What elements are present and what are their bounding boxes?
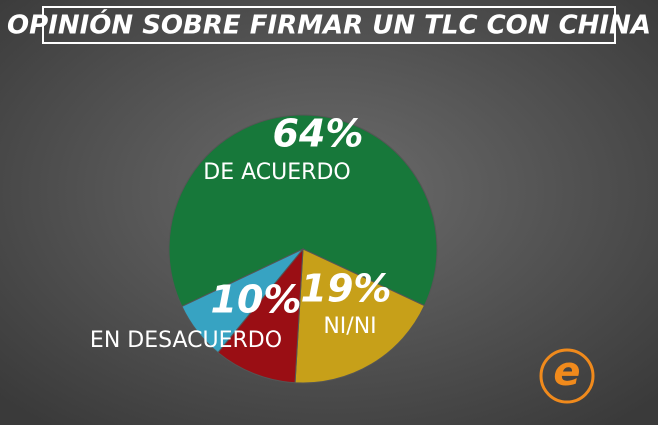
category-label: EN DESACUERDO <box>90 328 282 353</box>
svg-text:e: e <box>553 349 580 395</box>
logo: e <box>539 348 595 404</box>
chart-title: OPINIÓN SOBRE FIRMAR UN TLC CON CHINA <box>7 9 651 41</box>
pie-slice <box>168 114 438 308</box>
title-box <box>42 6 616 44</box>
value-label: 10% <box>211 278 302 322</box>
pie-slice <box>294 248 426 384</box>
category-label: DE ACUERDO <box>203 160 350 185</box>
category-label: NI/NI <box>323 314 376 339</box>
pie-slice <box>217 247 304 384</box>
pie-slice <box>181 248 304 354</box>
value-label: 64% <box>273 112 364 156</box>
value-label: 19% <box>301 267 392 311</box>
